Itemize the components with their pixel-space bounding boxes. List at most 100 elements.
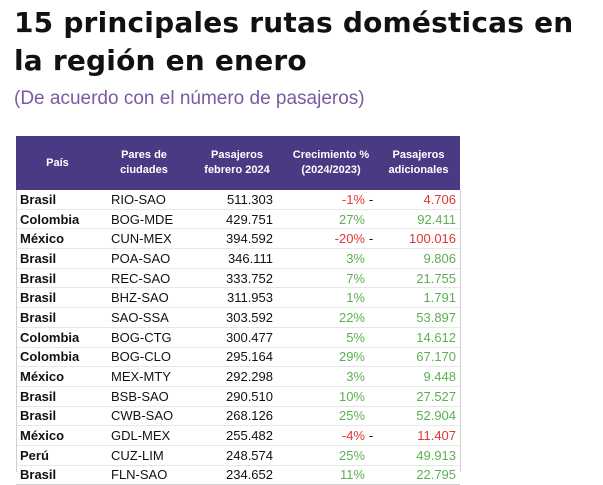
cell-country: Colombia — [16, 347, 99, 368]
cell-sign — [365, 209, 378, 230]
table-row: Brasil POA-SAO 346.111 3% 9.806 — [16, 248, 461, 269]
cell-pair: POA-SAO — [99, 248, 189, 269]
cell-country: Brasil — [16, 307, 99, 328]
cell-additional: 67.170 — [377, 347, 461, 368]
cell-sign — [365, 465, 378, 485]
cell-growth: 5% — [285, 327, 365, 348]
cell-sign: - — [365, 190, 378, 210]
header-country: País — [16, 136, 99, 190]
cell-passengers: 255.482 — [189, 425, 285, 446]
cell-additional: 14.612 — [377, 327, 461, 348]
cell-passengers: 290.510 — [189, 386, 285, 407]
page-title: 15 principales rutas domésticas en la re… — [14, 6, 574, 77]
table-row: Colombia BOG-CLO 295.164 29% 67.170 — [16, 347, 461, 368]
header-passengers: Pasajeros febrero 2024 — [189, 136, 285, 190]
cell-additional: 53.897 — [377, 307, 461, 328]
cell-passengers: 268.126 — [189, 406, 285, 427]
cell-country: México — [16, 228, 99, 250]
cell-passengers: 346.111 — [189, 248, 285, 269]
cell-passengers: 311.953 — [189, 287, 285, 309]
cell-additional: 9.448 — [377, 366, 461, 387]
cell-passengers: 394.592 — [189, 228, 285, 250]
table-row: Brasil RIO-SAO 511.303 -1% -4.706 — [16, 190, 461, 210]
cell-additional: 9.806 — [377, 248, 461, 269]
table-row: México GDL-MEX 255.482 -4% -11.407 — [16, 425, 461, 446]
cell-passengers: 333.752 — [189, 268, 285, 289]
cell-country: Colombia — [16, 327, 99, 348]
cell-growth: 10% — [285, 386, 365, 407]
cell-growth: -4% — [285, 425, 365, 446]
cell-country: México — [16, 425, 99, 446]
cell-pair: REC-SAO — [99, 268, 189, 289]
cell-pair: BOG-CTG — [99, 327, 189, 348]
cell-growth: -20% — [285, 228, 365, 250]
table-row: México CUN-MEX 394.592 -20% -100.016 — [16, 228, 461, 250]
cell-sign — [365, 445, 378, 466]
cell-additional: 92.411 — [377, 209, 461, 230]
cell-additional: 11.407 — [377, 425, 461, 446]
cell-country: Colombia — [16, 209, 99, 230]
cell-growth: 1% — [285, 287, 365, 309]
cell-country: Brasil — [16, 386, 99, 407]
cell-passengers: 234.652 — [189, 465, 285, 485]
header-additional: Pasajeros adicionales — [377, 136, 461, 190]
cell-sign — [365, 347, 378, 368]
cell-passengers: 300.477 — [189, 327, 285, 348]
cell-pair: CUZ-LIM — [99, 445, 189, 466]
table-row: Colombia BOG-CTG 300.477 5% 14.612 — [16, 327, 461, 348]
cell-sign — [365, 287, 378, 309]
cell-additional: 100.016 — [377, 228, 461, 250]
cell-pair: BHZ-SAO — [99, 287, 189, 309]
cell-sign — [365, 327, 378, 348]
cell-growth: 7% — [285, 268, 365, 289]
table-row: Brasil CWB-SAO 268.126 25% 52.904 — [16, 406, 461, 427]
cell-pair: CWB-SAO — [99, 406, 189, 427]
cell-sign: - — [365, 425, 378, 446]
cell-pair: SAO-SSA — [99, 307, 189, 328]
table-row: México MEX-MTY 292.298 3% 9.448 — [16, 366, 461, 387]
header-growth: Crecimiento % (2024/2023) — [285, 136, 378, 190]
cell-pair: BOG-CLO — [99, 347, 189, 368]
cell-country: Brasil — [16, 465, 99, 485]
cell-additional: 49.913 — [377, 445, 461, 466]
cell-sign — [365, 268, 378, 289]
cell-pair: BSB-SAO — [99, 386, 189, 407]
cell-sign — [365, 366, 378, 387]
cell-pair: RIO-SAO — [99, 190, 189, 210]
cell-additional: 4.706 — [377, 190, 461, 210]
cell-growth: 29% — [285, 347, 365, 368]
cell-passengers: 511.303 — [189, 190, 285, 210]
cell-country: México — [16, 366, 99, 387]
cell-country: Brasil — [16, 248, 99, 269]
table-row: Colombia BOG-MDE 429.751 27% 92.411 — [16, 209, 461, 230]
table-header-row: País Pares de ciudades Pasajeros febrero… — [16, 136, 461, 190]
cell-additional: 22.795 — [377, 465, 461, 485]
cell-passengers: 248.574 — [189, 445, 285, 466]
cell-pair: GDL-MEX — [99, 425, 189, 446]
cell-growth: 11% — [285, 465, 365, 485]
cell-growth: 25% — [285, 406, 365, 427]
cell-sign — [365, 248, 378, 269]
table-row: Brasil FLN-SAO 234.652 11% 22.795 — [16, 465, 461, 485]
cell-sign — [365, 307, 378, 328]
cell-growth: -1% — [285, 190, 365, 210]
table-row: Perú CUZ-LIM 248.574 25% 49.913 — [16, 445, 461, 466]
cell-passengers: 292.298 — [189, 366, 285, 387]
cell-additional: 1.791 — [377, 287, 461, 309]
cell-passengers: 303.592 — [189, 307, 285, 328]
cell-country: Brasil — [16, 287, 99, 309]
cell-growth: 25% — [285, 445, 365, 466]
cell-growth: 3% — [285, 248, 365, 269]
cell-additional: 21.755 — [377, 268, 461, 289]
header-pair: Pares de ciudades — [99, 136, 189, 190]
table-row: Brasil SAO-SSA 303.592 22% 53.897 — [16, 307, 461, 328]
cell-passengers: 295.164 — [189, 347, 285, 368]
table-row: Brasil BSB-SAO 290.510 10% 27.527 — [16, 386, 461, 407]
cell-pair: CUN-MEX — [99, 228, 189, 250]
cell-sign — [365, 386, 378, 407]
cell-passengers: 429.751 — [189, 209, 285, 230]
cell-pair: MEX-MTY — [99, 366, 189, 387]
page-subtitle: (De acuerdo con el número de pasajeros) — [14, 88, 365, 109]
cell-growth: 22% — [285, 307, 365, 328]
cell-country: Brasil — [16, 190, 99, 210]
